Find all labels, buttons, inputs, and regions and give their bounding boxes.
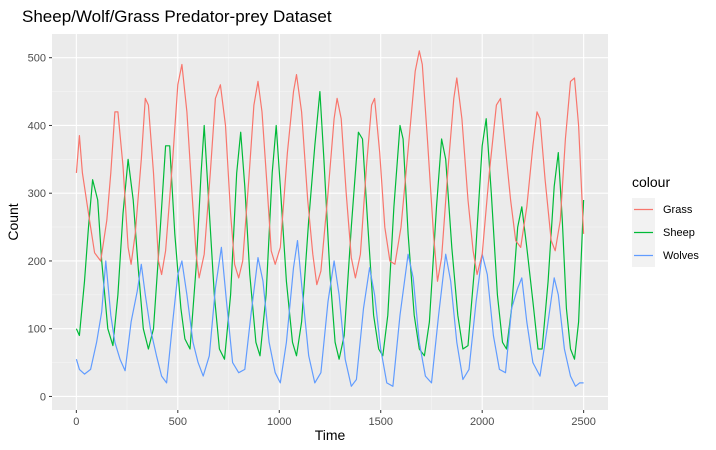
x-tick-label: 1000 — [267, 416, 291, 428]
x-tick-label: 1500 — [368, 416, 392, 428]
x-axis-title: Time — [315, 427, 346, 443]
y-axis-title: Count — [5, 203, 21, 240]
y-tick-label: 400 — [28, 120, 46, 132]
y-tick-label: 100 — [28, 324, 46, 336]
legend-label: Grass — [663, 204, 693, 216]
x-tick-label: 2500 — [571, 416, 595, 428]
legend-label: Wolves — [663, 250, 699, 262]
legend-title: colour — [632, 174, 670, 190]
y-tick-label: 300 — [28, 188, 46, 200]
x-tick-label: 0 — [73, 416, 79, 428]
x-tick-label: 500 — [169, 416, 187, 428]
legend-items: Grass Sheep Wolves — [632, 198, 699, 267]
x-axis: 0 500 1000 1500 2000 2500 — [73, 410, 596, 428]
y-tick-label: 500 — [28, 53, 46, 65]
series-lines — [75, 50, 585, 387]
y-axis: 0 100 200 300 400 500 — [28, 53, 52, 403]
y-tick-label: 0 — [40, 391, 46, 403]
series-line-grass — [75, 50, 585, 286]
legend-label: Sheep — [663, 227, 695, 239]
series-line-wolves — [75, 240, 584, 387]
legend-item-grass: Grass — [632, 198, 693, 221]
series-line-sheep — [75, 91, 585, 360]
y-tick-label: 200 — [28, 256, 46, 268]
legend-item-sheep: Sheep — [632, 221, 695, 244]
x-tick-label: 2000 — [470, 416, 494, 428]
legend: colour Grass Sheep Wolves — [632, 174, 699, 267]
chart-title: Sheep/Wolf/Grass Predator-prey Dataset — [22, 7, 332, 26]
legend-item-wolves: Wolves — [632, 244, 699, 267]
